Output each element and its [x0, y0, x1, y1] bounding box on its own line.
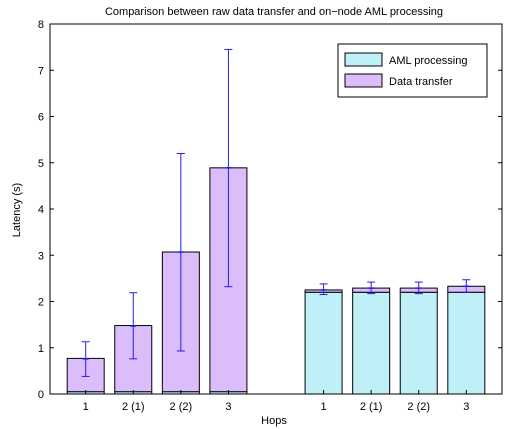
- bar-aml: [399, 291, 438, 395]
- y-tick-label: 7: [38, 65, 44, 77]
- y-tick-label: 4: [38, 204, 44, 216]
- y-tick-label: 5: [38, 158, 44, 170]
- legend-label-aml: AML processing: [389, 55, 467, 67]
- x-tick-label: 3: [463, 401, 469, 413]
- y-tick-label: 8: [38, 19, 44, 31]
- y-tick-label: 3: [38, 250, 44, 262]
- legend-swatch-transfer: [344, 73, 383, 88]
- legend-swatch-aml: [344, 52, 383, 67]
- x-axis-label: Hops: [261, 415, 287, 427]
- bar-aml: [447, 291, 486, 395]
- legend-box: [337, 43, 488, 98]
- legend: AML processing Data transfer: [337, 43, 488, 98]
- x-tick-label: 3: [225, 401, 231, 413]
- y-tick-label: 2: [38, 297, 44, 309]
- x-tick-label: 1: [321, 401, 327, 413]
- chart-title: Comparison between raw data transfer and…: [105, 6, 443, 18]
- legend-label-transfer: Data transfer: [389, 76, 453, 88]
- y-tick-label: 6: [38, 112, 44, 124]
- x-tick-label: 2 (1): [360, 401, 383, 413]
- x-tick-label: 2 (2): [170, 401, 193, 413]
- x-tick-label: 1: [83, 401, 89, 413]
- y-axis-label: Latency (s): [11, 183, 23, 237]
- x-tick-label: 2 (2): [407, 401, 430, 413]
- x-tick-label: 2 (1): [122, 401, 145, 413]
- plot-area: 0 1 2 3 4 5 6 7 8 1 2 (1) 2 (2) 3 1 2 (1) 2 (2) 3: [38, 19, 503, 413]
- y-tick-label: 0: [38, 389, 44, 401]
- bar-aml: [304, 291, 343, 395]
- y-tick-label: 1: [38, 343, 44, 355]
- bar-aml: [352, 291, 391, 395]
